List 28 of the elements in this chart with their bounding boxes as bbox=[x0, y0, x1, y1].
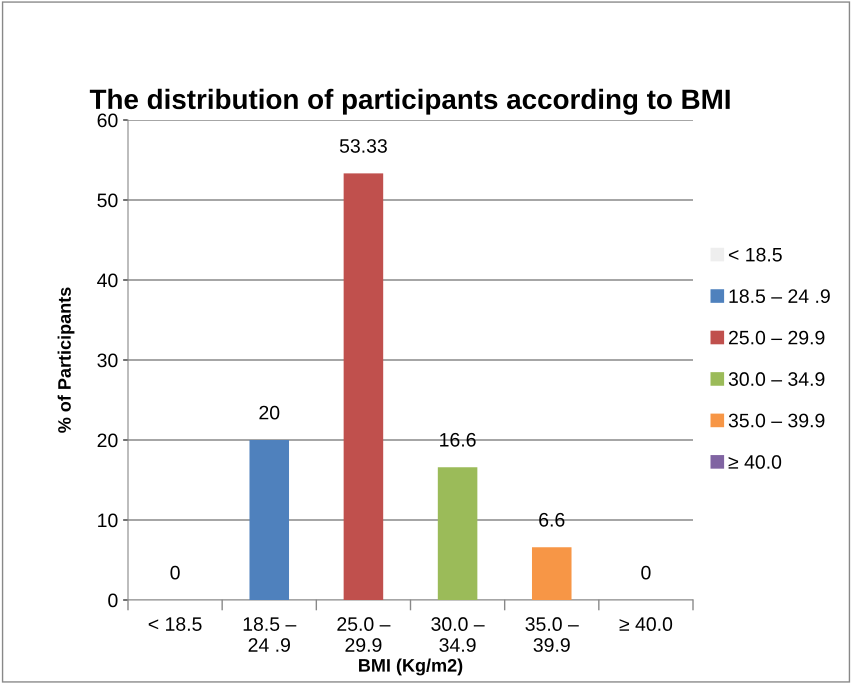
data-label: 0 bbox=[170, 566, 180, 580]
x-tick-label: 25.0 – 29.9 bbox=[337, 617, 390, 652]
y-tick-label: 40 bbox=[97, 273, 118, 288]
data-label: 16.6 bbox=[440, 432, 476, 447]
y-tick-label: 30 bbox=[97, 353, 118, 368]
data-label: 20 bbox=[259, 406, 280, 420]
x-tick-label: 18.5 – 24 .9 bbox=[244, 617, 296, 652]
y-tick-label: 20 bbox=[98, 433, 118, 448]
data-label: 0 bbox=[641, 566, 651, 580]
legend-label: < 18.5 bbox=[728, 248, 782, 262]
y-tick-label: 60 bbox=[98, 113, 118, 128]
x-tick-label: < 18.5 bbox=[148, 617, 202, 631]
y-axis-title: % of Participants bbox=[58, 287, 74, 433]
y-tick-label: 50 bbox=[97, 193, 118, 208]
x-tick-label: 35.0 – 39.9 bbox=[525, 617, 579, 652]
legend-label: 30.0 – 34.9 bbox=[728, 372, 824, 386]
data-label: 53.33 bbox=[340, 139, 387, 153]
x-axis-title: BMI (Kg/m2) bbox=[359, 658, 462, 676]
legend-label: 18.5 – 24 .9 bbox=[729, 289, 830, 304]
legend-label: ≥ 40.0 bbox=[728, 455, 782, 469]
legend-label: 35.0 – 39.9 bbox=[728, 414, 824, 428]
x-tick-label: ≥ 40.0 bbox=[620, 617, 672, 631]
legend-label: 25.0 – 29.9 bbox=[728, 330, 824, 344]
y-tick-label: 0 bbox=[108, 593, 118, 608]
x-tick-label: 30.0 – 34.9 bbox=[431, 617, 485, 652]
y-tick-label: 10 bbox=[98, 513, 118, 528]
chart-title: The distribution of participants according to BMI bbox=[90, 88, 730, 115]
data-label: 6.6 bbox=[539, 512, 564, 527]
